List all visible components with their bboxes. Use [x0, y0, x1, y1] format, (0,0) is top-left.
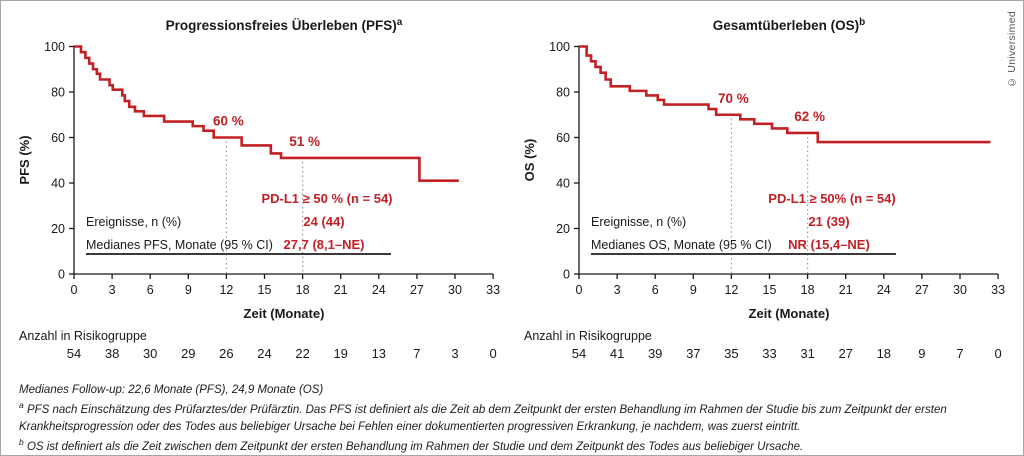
- x-tick-label: 6: [147, 283, 154, 297]
- risk-count: 29: [181, 346, 195, 361]
- y-tick-label: 80: [51, 86, 65, 100]
- footnote-a: a PFS nach Einschätzung des Prüfarztes/d…: [19, 399, 1011, 436]
- footnote-followup: Medianes Follow-up: 22,6 Monate (PFS), 2…: [19, 384, 324, 396]
- risk-count: 39: [648, 346, 662, 361]
- x-tick-label: 12: [724, 283, 738, 297]
- annotation-label: 62 %: [794, 109, 825, 124]
- footnote-b: b OS ist definiert als die Zeit zwischen…: [19, 436, 1011, 455]
- risk-count: 18: [877, 346, 891, 361]
- footnote-b-marker: b: [19, 436, 24, 447]
- y-tick-label: 20: [51, 222, 65, 236]
- y-tick-label: 100: [549, 40, 570, 54]
- x-tick-label: 24: [877, 283, 891, 297]
- risk-count: 13: [372, 346, 386, 361]
- annotation-label: 51 %: [289, 134, 320, 149]
- footnotes: Medianes Follow-up: 22,6 Monate (PFS), 2…: [19, 382, 1011, 455]
- annotation-label: 60 %: [213, 114, 244, 129]
- x-tick-label: 15: [763, 283, 777, 297]
- y-tick-label: 80: [556, 86, 570, 100]
- risk-count: 54: [67, 346, 81, 361]
- x-tick-label: 33: [486, 283, 500, 297]
- x-tick-label: 6: [652, 283, 659, 297]
- x-tick-label: 3: [614, 283, 621, 297]
- risk-count: 54: [572, 346, 586, 361]
- km-curve: [579, 45, 991, 144]
- x-tick-label: 24: [372, 283, 386, 297]
- footnote-a-text: PFS nach Einschätzung des Prüfarztes/der…: [19, 403, 947, 433]
- x-tick-label: 9: [690, 283, 697, 297]
- x-tick-label: 15: [258, 283, 272, 297]
- risk-count: 7: [413, 346, 420, 361]
- copyright-credit: © Universimed: [1006, 11, 1018, 89]
- y-tick-label: 60: [556, 131, 570, 145]
- x-axis-title: Zeit (Monate): [244, 306, 325, 321]
- x-tick-label: 0: [71, 283, 78, 297]
- x-tick-label: 3: [109, 283, 116, 297]
- table-row-value: 27,7 (8,1–NE): [284, 237, 365, 252]
- risk-count: 33: [762, 346, 776, 361]
- table-row-value: NR (15,4–NE): [788, 237, 870, 252]
- risk-count: 30: [143, 346, 157, 361]
- x-tick-label: 9: [185, 283, 192, 297]
- table-row-label: Ereignisse, n (%): [86, 215, 181, 229]
- pfs-chart: Progressionsfreies Überleben (PFS)a 0 20 40…: [17, 17, 500, 361]
- y-tick-label: 40: [556, 177, 570, 191]
- table-row-label: Medianes OS, Monate (95 % CI): [591, 238, 772, 252]
- x-tick-label: 18: [296, 283, 310, 297]
- risk-count: 27: [838, 346, 852, 361]
- risk-count: 38: [105, 346, 119, 361]
- x-tick-label: 33: [991, 283, 1005, 297]
- risk-count: 19: [333, 346, 347, 361]
- y-tick-label: 0: [563, 268, 570, 282]
- risk-count: 0: [489, 346, 496, 361]
- x-axis-title: Zeit (Monate): [749, 306, 830, 321]
- y-tick-label: 60: [51, 131, 65, 145]
- risk-count: 41: [610, 346, 624, 361]
- footnote-b-text: OS ist definiert als die Zeit zwischen d…: [26, 440, 804, 453]
- x-tick-label: 12: [219, 283, 233, 297]
- risk-count: 22: [295, 346, 309, 361]
- chart-title: Progressionsfreies Überleben (PFS)a: [166, 17, 403, 33]
- x-tick-label: 30: [953, 283, 967, 297]
- table-row-value: 24 (44): [303, 214, 344, 229]
- table-row-label: Medianes PFS, Monate (95 % CI): [86, 238, 273, 252]
- chart-title: Gesamtüberleben (OS)b: [713, 17, 865, 33]
- km-curve: [74, 45, 459, 183]
- risk-count: 7: [956, 346, 963, 361]
- table-header: PD-L1 ≥ 50 % (n = 54): [261, 191, 392, 206]
- y-tick-label: 40: [51, 177, 65, 191]
- x-tick-label: 0: [576, 283, 583, 297]
- x-tick-label: 18: [801, 283, 815, 297]
- x-tick-label: 21: [334, 283, 348, 297]
- os-chart: Gesamtüberleben (OS)b 0 20 40 60 80 100 0 3 6 9 12 1…: [522, 17, 1005, 361]
- y-tick-label: 100: [44, 40, 65, 54]
- x-tick-label: 27: [410, 283, 424, 297]
- table-row-value: 21 (39): [808, 214, 849, 229]
- risk-count: 26: [219, 346, 233, 361]
- risk-group-label: Anzahl in Risikogruppe: [19, 329, 147, 343]
- y-axis-title: PFS (%): [17, 135, 32, 184]
- risk-group-label: Anzahl in Risikogruppe: [524, 329, 652, 343]
- table-row-label: Ereignisse, n (%): [591, 215, 686, 229]
- risk-count: 3: [451, 346, 458, 361]
- risk-count: 24: [257, 346, 271, 361]
- risk-count: 35: [724, 346, 738, 361]
- x-tick-label: 21: [839, 283, 853, 297]
- annotation-label: 70 %: [718, 91, 749, 106]
- risk-count: 9: [918, 346, 925, 361]
- y-tick-label: 0: [58, 268, 65, 282]
- x-tick-label: 27: [915, 283, 929, 297]
- y-axis-title: OS (%): [522, 139, 537, 182]
- footnote-a-marker: a: [19, 400, 24, 411]
- x-tick-label: 30: [448, 283, 462, 297]
- risk-count: 0: [994, 346, 1001, 361]
- table-header: PD-L1 ≥ 50% (n = 54): [768, 191, 895, 206]
- risk-count: 37: [686, 346, 700, 361]
- y-tick-label: 20: [556, 222, 570, 236]
- risk-count: 31: [800, 346, 814, 361]
